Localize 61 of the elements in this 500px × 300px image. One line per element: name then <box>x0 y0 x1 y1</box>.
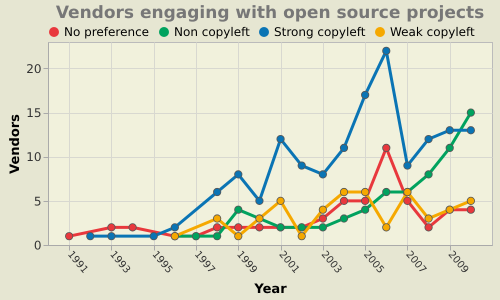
legend-label: Strong copyleft <box>274 25 366 39</box>
legend-label: No preference <box>64 25 150 39</box>
legend-label: Non copyleft <box>174 25 250 39</box>
point <box>234 170 242 178</box>
y-tick-label: 5 <box>34 194 42 208</box>
point <box>382 188 390 196</box>
point <box>466 108 475 117</box>
x-axis-title: Year <box>253 282 288 298</box>
point <box>424 214 433 223</box>
point <box>150 232 158 240</box>
point <box>466 126 475 134</box>
point <box>65 232 74 240</box>
chart-title: Vendors engaging with open source projects <box>56 3 484 23</box>
point <box>446 144 454 152</box>
y-tick-label: 20 <box>26 62 42 76</box>
point <box>466 206 475 214</box>
y-tick-label: 0 <box>34 238 42 252</box>
point <box>213 223 222 232</box>
point <box>128 223 137 232</box>
point <box>255 223 264 232</box>
y-axis-title: Vendors <box>8 114 24 174</box>
point <box>361 196 370 205</box>
point <box>340 214 348 223</box>
point <box>276 134 285 144</box>
point <box>298 161 306 170</box>
point <box>361 90 370 100</box>
point <box>318 206 327 214</box>
point <box>340 196 348 205</box>
point <box>446 126 454 134</box>
legend-label: Weak copyleft <box>390 25 476 39</box>
point <box>424 134 433 144</box>
point <box>318 223 327 232</box>
point <box>424 223 433 232</box>
point <box>86 232 94 240</box>
point <box>403 196 412 205</box>
point <box>382 144 390 152</box>
point <box>361 188 370 196</box>
point <box>170 223 179 232</box>
point <box>403 161 412 170</box>
point <box>234 223 242 232</box>
point <box>255 196 264 205</box>
point <box>318 214 327 223</box>
point <box>234 232 242 240</box>
point <box>382 46 390 55</box>
point <box>213 232 222 240</box>
point <box>298 232 306 240</box>
point <box>382 223 390 232</box>
point <box>234 206 242 214</box>
point <box>340 144 348 152</box>
point <box>466 196 475 205</box>
point <box>276 196 285 205</box>
point <box>318 170 327 178</box>
point <box>424 170 433 178</box>
point <box>213 214 222 223</box>
point <box>361 206 370 214</box>
point <box>107 223 116 232</box>
point <box>340 188 348 196</box>
y-tick-label: 15 <box>26 106 42 120</box>
point <box>213 188 222 196</box>
point <box>107 232 116 240</box>
y-tick-label: 10 <box>26 150 42 164</box>
